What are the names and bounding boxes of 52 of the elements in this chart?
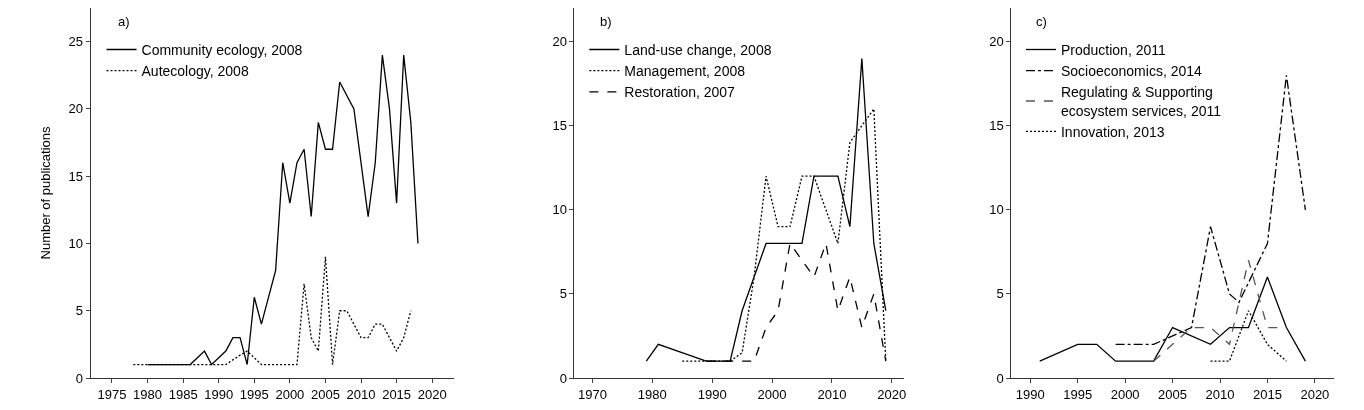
legend-label: Restoration, 2007 bbox=[624, 84, 736, 101]
x-tick-label: 1990 bbox=[697, 386, 727, 402]
y-tick-label: 15 bbox=[552, 118, 567, 134]
x-tick-label: 2000 bbox=[275, 386, 305, 402]
text: c) bbox=[1036, 14, 1047, 29]
legend-label: Socioeconomics, 2014 bbox=[1060, 63, 1203, 80]
legend-label: Community ecology, 2008 bbox=[141, 41, 303, 58]
y-tick-label: 10 bbox=[989, 202, 1004, 218]
x-tick-label: 1990 bbox=[204, 386, 234, 402]
text: b) bbox=[600, 14, 612, 29]
y-tick-label: 15 bbox=[989, 118, 1004, 134]
x-tick-label: 1990 bbox=[1015, 386, 1045, 402]
text: a) bbox=[118, 14, 130, 29]
x-tick-label: 2010 bbox=[346, 386, 376, 402]
y-tick-label: 5 bbox=[996, 286, 1004, 302]
legend-label: Production, 2011 bbox=[1060, 41, 1166, 58]
y-tick-label: 15 bbox=[68, 168, 84, 184]
legend-label: Innovation, 2013 bbox=[1060, 123, 1165, 140]
x-tick-label: 2005 bbox=[1158, 386, 1188, 402]
x-tick-label: 2020 bbox=[417, 386, 447, 402]
legend-label: Management, 2008 bbox=[624, 63, 746, 80]
x-tick-label: 1995 bbox=[1063, 386, 1093, 402]
legend-label: Autecology, 2008 bbox=[141, 63, 249, 80]
legend-label: Regulating & Supporting ecosystem services, 2011 bbox=[1060, 84, 1222, 119]
legend-label: Land-use change, 2008 bbox=[624, 41, 772, 58]
y-tick-label: 10 bbox=[552, 202, 567, 218]
x-tick-label: 2010 bbox=[817, 386, 847, 402]
x-tick-label: 1970 bbox=[577, 386, 607, 402]
x-tick-label: 2020 bbox=[877, 386, 907, 402]
x-tick-label: 2000 bbox=[757, 386, 787, 402]
x-tick-label: 2015 bbox=[382, 386, 412, 402]
x-tick-label: 1995 bbox=[239, 386, 269, 402]
x-tick-label: 2000 bbox=[1110, 386, 1140, 402]
y-tick-label: 5 bbox=[559, 286, 567, 302]
y-tick-label: 25 bbox=[68, 34, 84, 50]
x-tick-label: 2015 bbox=[1252, 386, 1282, 402]
x-tick-label: 2020 bbox=[1300, 386, 1330, 402]
y-axis-title: Number of publications bbox=[37, 126, 53, 260]
x-tick-label: 1980 bbox=[133, 386, 163, 402]
y-tick-label: 20 bbox=[68, 101, 84, 117]
y-tick-label: 0 bbox=[996, 370, 1004, 386]
x-tick-label: 1975 bbox=[97, 386, 127, 402]
y-tick-label: 5 bbox=[75, 303, 84, 319]
y-tick-label: 20 bbox=[989, 34, 1004, 50]
y-tick-label: 0 bbox=[75, 370, 84, 386]
x-tick-label: 2005 bbox=[310, 386, 340, 402]
x-tick-label: 1985 bbox=[168, 386, 198, 402]
y-tick-label: 10 bbox=[68, 236, 84, 251]
x-tick-label: 2010 bbox=[1205, 386, 1235, 402]
y-tick-label: 0 bbox=[559, 370, 567, 386]
y-tick-label: 20 bbox=[552, 34, 567, 50]
x-tick-label: 1980 bbox=[637, 386, 667, 402]
